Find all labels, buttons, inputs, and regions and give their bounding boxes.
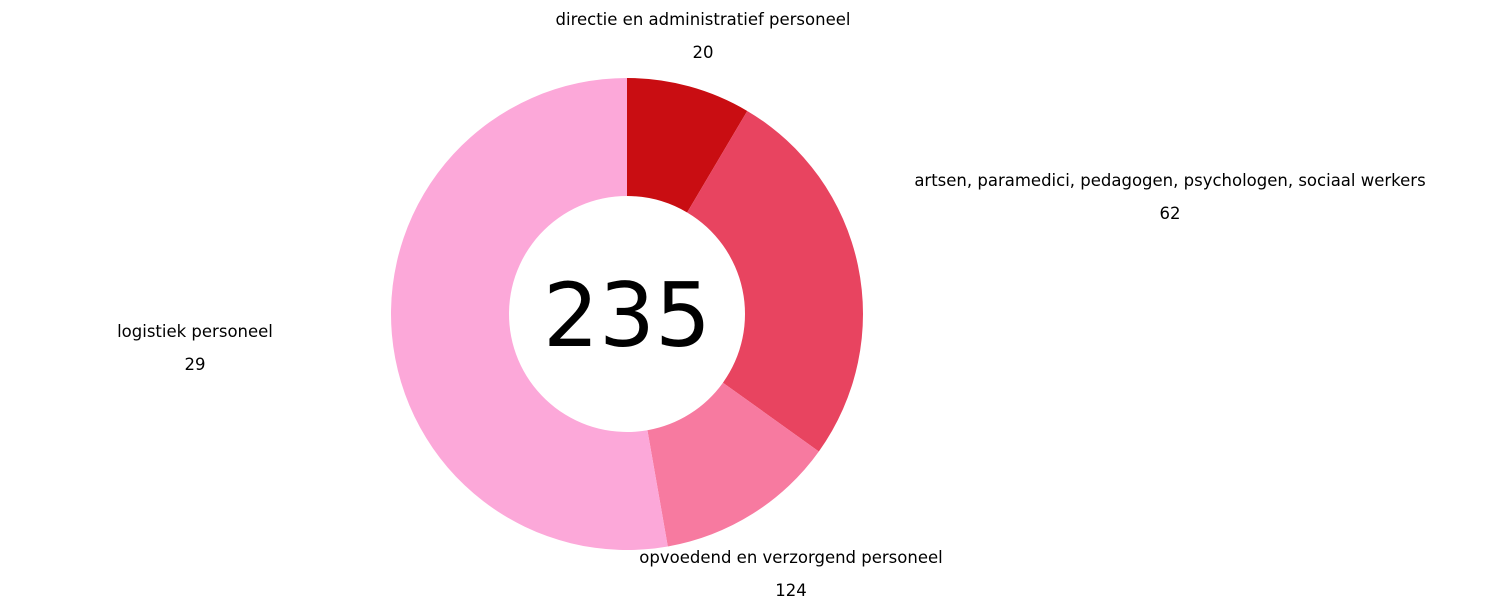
slice-value: 124 [775,581,807,600]
slice-value: 29 [185,355,206,374]
donut-slice [687,110,863,452]
slice-value: 62 [1160,204,1181,223]
slice-label: opvoedend en verzorgend personeel [639,548,942,567]
slice-label: artsen, paramedici, pedagogen, psycholog… [914,171,1425,190]
slice-value: 20 [693,43,714,62]
donut-slice [627,78,748,213]
slice-label: logistiek personeel [117,322,273,341]
slice-label: directie en administratief personeel [556,10,851,29]
donut-slice [391,78,668,550]
donut-slice [647,382,819,547]
center-total: 235 [543,264,711,367]
